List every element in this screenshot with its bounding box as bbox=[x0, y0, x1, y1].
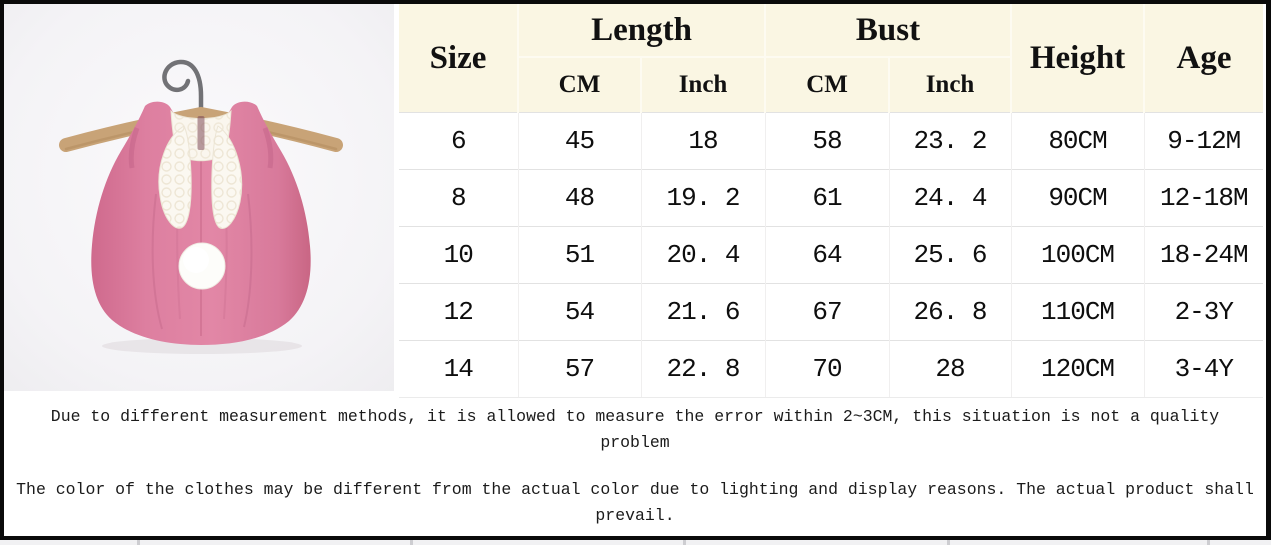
cell-size: 6 bbox=[399, 112, 518, 170]
col-subheader-bust-cm: CM bbox=[764, 56, 890, 113]
cell-length-cm: 57 bbox=[517, 340, 641, 398]
zipper-graphic bbox=[197, 116, 205, 150]
cell-length-inch: 21. 6 bbox=[640, 283, 766, 341]
thumbnail-separator bbox=[137, 540, 140, 545]
cell-length-cm: 48 bbox=[517, 169, 641, 227]
table-row: 10 51 20. 4 64 25. 6 100CM 18-24M bbox=[399, 226, 1264, 284]
cell-age: 2-3Y bbox=[1143, 283, 1264, 341]
cell-length-inch: 22. 8 bbox=[640, 340, 766, 398]
table-row: 12 54 21. 6 67 26. 8 110CM 2-3Y bbox=[399, 283, 1264, 341]
color-note: The color of the clothes may be differen… bbox=[16, 480, 1254, 525]
cell-height: 100CM bbox=[1010, 226, 1145, 284]
thumbnail-separator bbox=[410, 540, 413, 545]
col-subheader-bust-inch: Inch bbox=[888, 56, 1012, 113]
cell-size: 14 bbox=[399, 340, 518, 398]
cell-length-inch: 20. 4 bbox=[640, 226, 766, 284]
thumbnail-separator bbox=[947, 540, 950, 545]
pompom-graphic bbox=[178, 242, 226, 290]
thumbnail-separator bbox=[1207, 540, 1210, 545]
product-photo bbox=[4, 4, 394, 391]
cell-size: 12 bbox=[399, 283, 518, 341]
col-header-bust: Bust bbox=[764, 4, 1012, 57]
disclaimer-notes: Due to different measurement methods, it… bbox=[4, 395, 1266, 529]
col-header-length: Length bbox=[516, 4, 766, 57]
cell-height: 120CM bbox=[1010, 340, 1145, 398]
cell-bust-cm: 61 bbox=[764, 169, 890, 227]
thumbnail-separator bbox=[683, 540, 686, 545]
cell-length-cm: 51 bbox=[517, 226, 641, 284]
cell-bust-cm: 64 bbox=[764, 226, 890, 284]
cell-length-inch: 19. 2 bbox=[640, 169, 766, 227]
cell-age: 3-4Y bbox=[1143, 340, 1264, 398]
cell-bust-inch: 26. 8 bbox=[888, 283, 1012, 341]
product-photo-graphic bbox=[4, 4, 394, 391]
col-header-size: Size bbox=[399, 4, 518, 113]
cell-bust-cm: 67 bbox=[764, 283, 890, 341]
col-subheader-length-inch: Inch bbox=[639, 56, 766, 113]
col-header-age: Age bbox=[1143, 4, 1264, 113]
cell-length-inch: 18 bbox=[640, 112, 766, 170]
cell-age: 9-12M bbox=[1143, 112, 1264, 170]
cell-bust-inch: 24. 4 bbox=[888, 169, 1012, 227]
cell-bust-inch: 25. 6 bbox=[888, 226, 1012, 284]
table-row: 14 57 22. 8 70 28 120CM 3-4Y bbox=[399, 340, 1264, 398]
thumbnail-strip bbox=[0, 540, 1271, 545]
table-row: 8 48 19. 2 61 24. 4 90CM 12-18M bbox=[399, 169, 1264, 227]
cell-height: 90CM bbox=[1010, 169, 1145, 227]
cell-size: 8 bbox=[399, 169, 518, 227]
cell-bust-inch: 23. 2 bbox=[888, 112, 1012, 170]
cell-age: 18-24M bbox=[1143, 226, 1264, 284]
cell-length-cm: 45 bbox=[517, 112, 641, 170]
cell-bust-cm: 70 bbox=[764, 340, 890, 398]
col-header-height: Height bbox=[1010, 4, 1145, 113]
size-table-panel: Size Length Bust Height Age CM Inch CM I… bbox=[399, 4, 1264, 398]
size-table-body: 6 45 18 58 23. 2 80CM 9-12M 8 48 19. 2 6… bbox=[399, 112, 1264, 398]
cell-size: 10 bbox=[399, 226, 518, 284]
size-table: Size Length Bust Height Age CM Inch CM I… bbox=[399, 4, 1264, 398]
measurement-note: Due to different measurement methods, it… bbox=[50, 407, 1220, 452]
table-row: 6 45 18 58 23. 2 80CM 9-12M bbox=[399, 112, 1264, 170]
col-subheader-length-cm: CM bbox=[517, 56, 641, 113]
cell-height: 80CM bbox=[1010, 112, 1145, 170]
cell-bust-cm: 58 bbox=[764, 112, 890, 170]
bunny-ears-graphic bbox=[158, 125, 243, 229]
cell-length-cm: 54 bbox=[517, 283, 641, 341]
cell-height: 110CM bbox=[1010, 283, 1145, 341]
cell-bust-inch: 28 bbox=[888, 340, 1012, 398]
cell-age: 12-18M bbox=[1143, 169, 1264, 227]
